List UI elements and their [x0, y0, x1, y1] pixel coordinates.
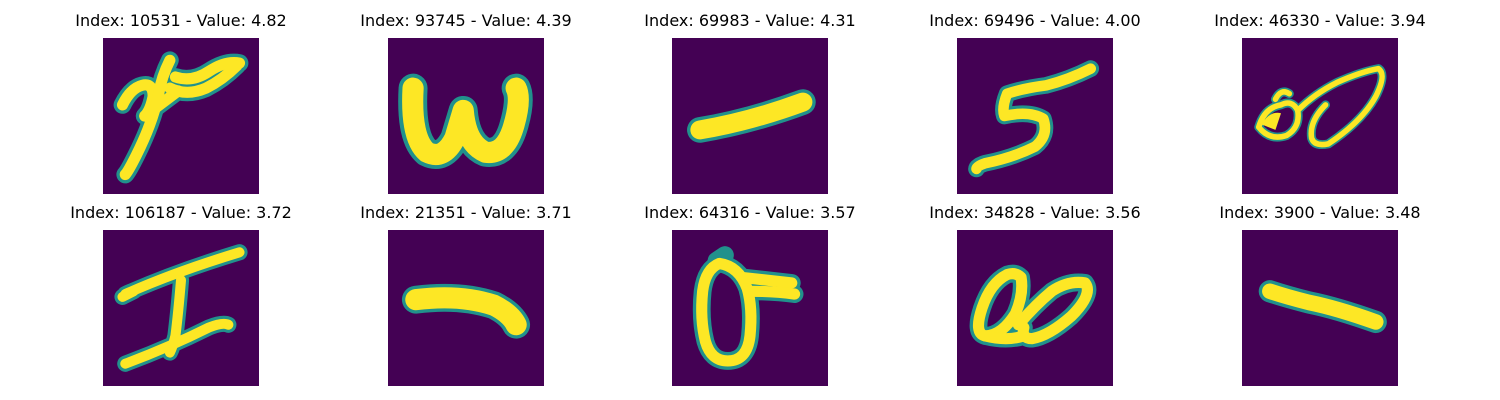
- panel-title: Index: 69496 - Value: 4.00: [877, 12, 1193, 30]
- panel-title: Index: 3900 - Value: 3.48: [1162, 204, 1478, 222]
- digit-image-dash-curved: [388, 230, 544, 386]
- panel-title: Index: 10531 - Value: 4.82: [23, 12, 339, 30]
- panel-title: Index: 21351 - Value: 3.71: [308, 204, 624, 222]
- digit-image-dash: [672, 38, 828, 194]
- digit-image-short-dash: [1242, 230, 1398, 386]
- digit-image-w: [388, 38, 544, 194]
- digit-image-double-loop: [957, 230, 1113, 386]
- panel-title: Index: 106187 - Value: 3.72: [23, 204, 339, 222]
- digit-image-script-y: [103, 38, 259, 194]
- digit-image-loops: [1242, 38, 1398, 194]
- panel-title: Index: 93745 - Value: 4.39: [308, 12, 624, 30]
- digit-image-I: [103, 230, 259, 386]
- panel-title: Index: 46330 - Value: 3.94: [1162, 12, 1478, 30]
- digit-image-sigma: [672, 230, 828, 386]
- panel-title: Index: 34828 - Value: 3.56: [877, 204, 1193, 222]
- panel-title: Index: 69983 - Value: 4.31: [592, 12, 908, 30]
- digit-image-five: [957, 38, 1113, 194]
- panel-title: Index: 64316 - Value: 3.57: [592, 204, 908, 222]
